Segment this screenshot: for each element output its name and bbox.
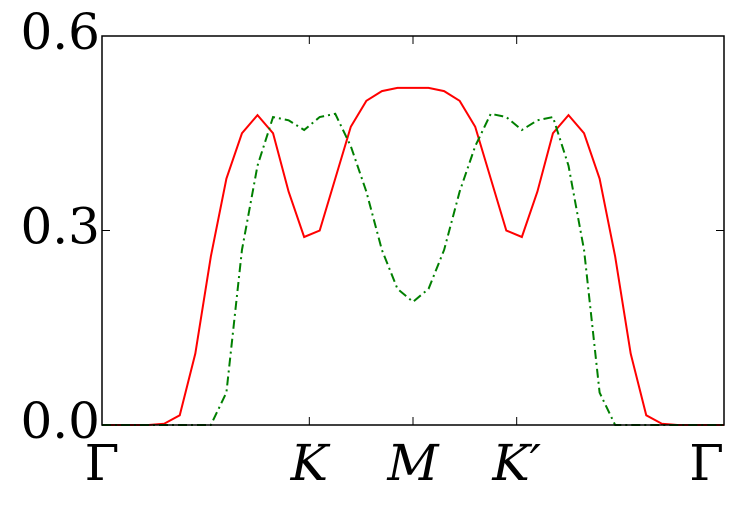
x-tick-label: K′ <box>491 434 541 492</box>
y-tick-label: 0.0 <box>20 392 100 450</box>
line-series <box>102 112 724 426</box>
x-tick-label: Γ <box>689 434 724 492</box>
x-tick-label: K <box>290 434 331 492</box>
plot-frame <box>101 35 725 426</box>
x-tick-label: M <box>386 434 440 492</box>
line-series <box>102 86 724 426</box>
x-tick-label: Γ <box>85 434 120 492</box>
y-tick-label: 0.3 <box>20 198 100 256</box>
y-tick-label: 0.6 <box>20 3 100 61</box>
